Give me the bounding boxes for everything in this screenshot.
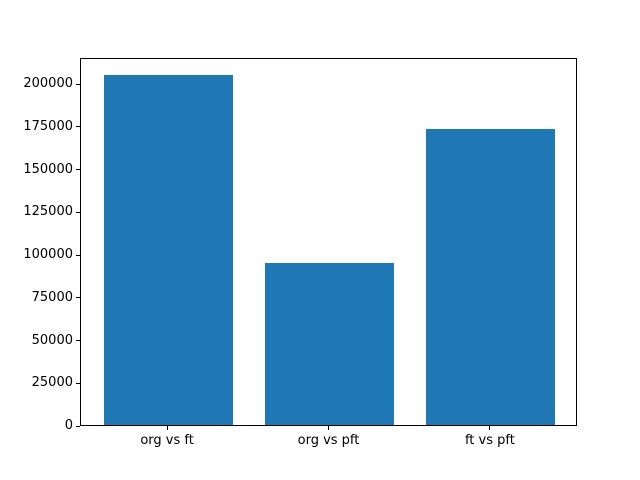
- y-tick-label: 200000: [23, 76, 73, 92]
- y-tick-label: 100000: [23, 247, 73, 262]
- x-tick-mark: [489, 426, 491, 430]
- y-tick-mark: [76, 126, 80, 128]
- y-tick-label: 125000: [23, 204, 73, 220]
- y-tick-mark: [76, 425, 80, 427]
- y-tick-label: 25000: [31, 375, 73, 391]
- y-tick-label: 175000: [23, 118, 73, 134]
- y-tick-label: 0: [64, 418, 73, 433]
- x-tick-label: org vs ft: [140, 433, 194, 448]
- y-tick-mark: [76, 83, 80, 85]
- bar-ft-vs-pft: [426, 129, 556, 425]
- y-tick-label: 75000: [31, 289, 73, 305]
- y-tick-mark: [76, 340, 80, 341]
- plot-area: [80, 58, 577, 426]
- x-tick-label: org vs pft: [297, 433, 360, 448]
- y-tick-mark: [76, 382, 80, 384]
- y-tick-mark: [76, 169, 80, 171]
- y-tick-mark: [76, 254, 80, 256]
- y-tick-mark: [76, 211, 80, 213]
- x-tick-label: ft vs pft: [464, 433, 515, 448]
- x-tick-mark: [166, 426, 168, 430]
- y-tick-label: 50000: [31, 332, 73, 348]
- bar-org-vs-pft: [265, 262, 395, 425]
- y-tick-mark: [76, 297, 80, 299]
- bar-org-vs-ft: [103, 74, 233, 425]
- y-tick-label: 150000: [23, 161, 73, 177]
- x-tick-mark: [328, 426, 329, 430]
